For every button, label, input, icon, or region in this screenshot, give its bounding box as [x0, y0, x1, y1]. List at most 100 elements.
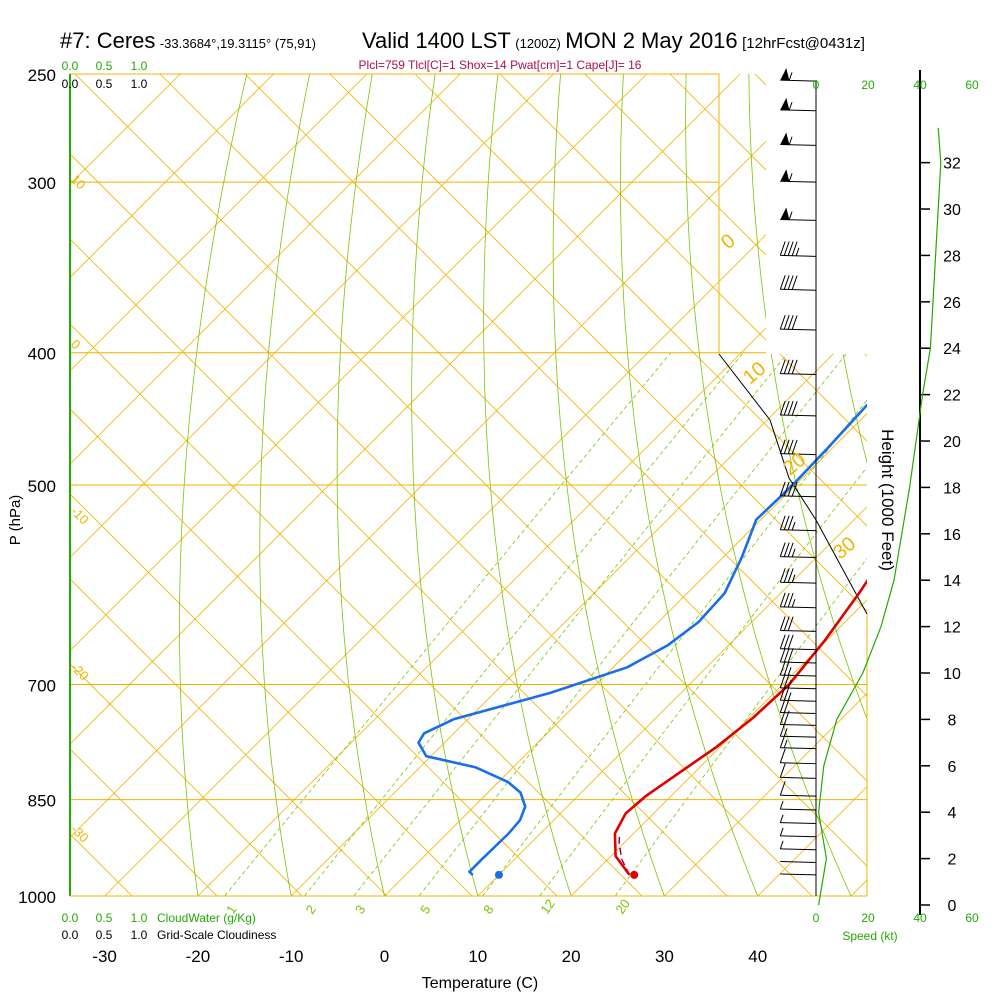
- cloudwater-tick-bottom: 0.0: [62, 911, 79, 925]
- wind-barb-feather: [791, 481, 798, 497]
- wind-barb-staff: [780, 699, 817, 702]
- wind-barb-feather: [783, 634, 790, 649]
- wind-barb: [779, 763, 817, 779]
- speed-tick-bottom: 40: [913, 911, 927, 925]
- wind-barb-feather: [791, 241, 798, 256]
- boundary-line: [718, 353, 868, 615]
- wind-barb-feather: [779, 241, 786, 256]
- wind-barb-pennant: [780, 207, 790, 220]
- cloudiness-tick-bottom: 0.5: [96, 928, 113, 942]
- height-tick-label: 4: [948, 805, 957, 822]
- wind-barb-feather: [787, 515, 794, 531]
- wind-barb-feather: [787, 359, 794, 374]
- dry-adiabat: [552, 74, 665, 896]
- wind-barb-feather: [779, 814, 784, 823]
- isotherm-label: -10: [68, 504, 92, 528]
- wind-barb: [779, 840, 817, 851]
- wind-barb-staff: [780, 822, 817, 825]
- pressure-tick-label: 700: [28, 677, 56, 696]
- wind-barb-feather: [787, 568, 794, 583]
- wind-barb-feather: [783, 275, 790, 290]
- wind-barb-feather: [791, 598, 796, 608]
- wind-barb-feather: [783, 739, 788, 749]
- wind-barb-feather: [791, 439, 798, 455]
- height-tick-label: 28: [943, 248, 961, 265]
- pressure-tick-label: 500: [28, 477, 56, 496]
- wind-barb-staff: [780, 835, 817, 838]
- wind-barb-feather: [783, 241, 790, 256]
- wind-barb-feather: [783, 616, 790, 631]
- cloudwater-tick-top: 1.0: [131, 59, 148, 73]
- isotherm-line: [664, 692, 867, 896]
- dry-adiabat: [620, 74, 759, 896]
- temperature-tick-label: 40: [748, 947, 767, 966]
- dry-adiabat: [259, 74, 310, 896]
- wind-barb-staff: [780, 109, 817, 112]
- wind-barb-feather: [787, 616, 794, 631]
- wind-barb-feather: [779, 314, 786, 330]
- cloudwater-tick-top: 0.5: [96, 59, 113, 73]
- wind-barb-feather: [791, 315, 798, 330]
- temperature-tick-label: 0: [380, 947, 389, 966]
- mixing-ratio-label: 3: [352, 902, 368, 917]
- wind-barb-feather: [783, 568, 790, 583]
- pressure-tick-label: 250: [28, 66, 56, 85]
- height-tick-label: 18: [943, 480, 961, 497]
- reference-line: [925, 74, 1000, 896]
- cloudwater-tick-top: 0.0: [62, 59, 79, 73]
- temperature-tick-label: -10: [279, 947, 304, 966]
- indices-line: Plcl=759 Tlcl[C]=1 Shox=14 Pwat[cm]=1 Ca…: [358, 58, 642, 72]
- wind-barb-staff: [780, 648, 817, 651]
- height-tick-label: 6: [948, 759, 957, 776]
- header-title: #7: Ceres -33.3684°,19.3115° (75,91): [60, 28, 316, 54]
- wind-barb-feather: [779, 840, 784, 850]
- cloudiness-tick-top: 1.0: [131, 77, 148, 91]
- speed-tick-top: 20: [861, 78, 875, 92]
- height-tick-label: 16: [943, 527, 961, 544]
- height-tick-label: 0: [948, 898, 957, 915]
- wind-barb-staff: [780, 254, 817, 257]
- reference-line: [70, 578, 388, 896]
- wind-barb-feather: [787, 648, 794, 663]
- reference-line: [70, 493, 473, 896]
- wind-barb-feather: [783, 400, 790, 416]
- wind-barb-feather: [779, 592, 786, 608]
- mixing-ratio-label: 2: [303, 902, 319, 917]
- wind-barb-staff: [780, 218, 817, 221]
- wind-barb-feather: [783, 647, 790, 663]
- wind-barb-staff: [780, 848, 817, 851]
- mixing-ratio-line: [224, 352, 672, 896]
- wind-barb-feather: [779, 515, 786, 530]
- wind-barb-feather: [779, 568, 786, 583]
- wind-barb-pennant: [780, 97, 790, 110]
- wind-barb-feather: [783, 515, 790, 530]
- height-tick-label: 22: [943, 388, 961, 405]
- cloudiness-tick-bottom: 0.0: [62, 928, 79, 942]
- wind-barb: [779, 616, 817, 632]
- valid-date: MON 2 May 2016: [565, 28, 738, 53]
- wind-barb-staff: [780, 629, 817, 632]
- isotherm-label: -20: [68, 660, 92, 684]
- wind-barb-feather: [791, 521, 796, 531]
- pressure-tick-label: 300: [28, 174, 56, 193]
- reference-line: [70, 748, 218, 896]
- wind-barbs: [779, 68, 817, 876]
- wind-barb-feather: [791, 359, 798, 375]
- pressure-tick-label: 1000: [18, 888, 56, 907]
- cloudwater-tick-bottom: 0.5: [96, 911, 113, 925]
- cloudiness-axis-label: Grid-Scale Cloudiness: [157, 928, 276, 942]
- wind-barb-staff: [780, 556, 817, 558]
- height-tick-label: 32: [943, 156, 961, 173]
- mixing-ratio-line: [353, 352, 789, 896]
- wind-barb: [779, 515, 817, 532]
- wind-barb-feather: [787, 679, 792, 689]
- wind-barb-feather: [779, 400, 786, 416]
- wind-barb-feather: [779, 748, 786, 763]
- header-valid: Valid 1400 LST (1200Z) MON 2 May 2016 [1…: [362, 28, 865, 54]
- height-tick-label: 14: [943, 573, 961, 590]
- adiabat-label: 0: [717, 230, 740, 254]
- wind-barb: [779, 748, 817, 765]
- wind-barb: [779, 439, 817, 456]
- wind-barb: [779, 481, 817, 498]
- wind-barb-feather: [779, 781, 786, 796]
